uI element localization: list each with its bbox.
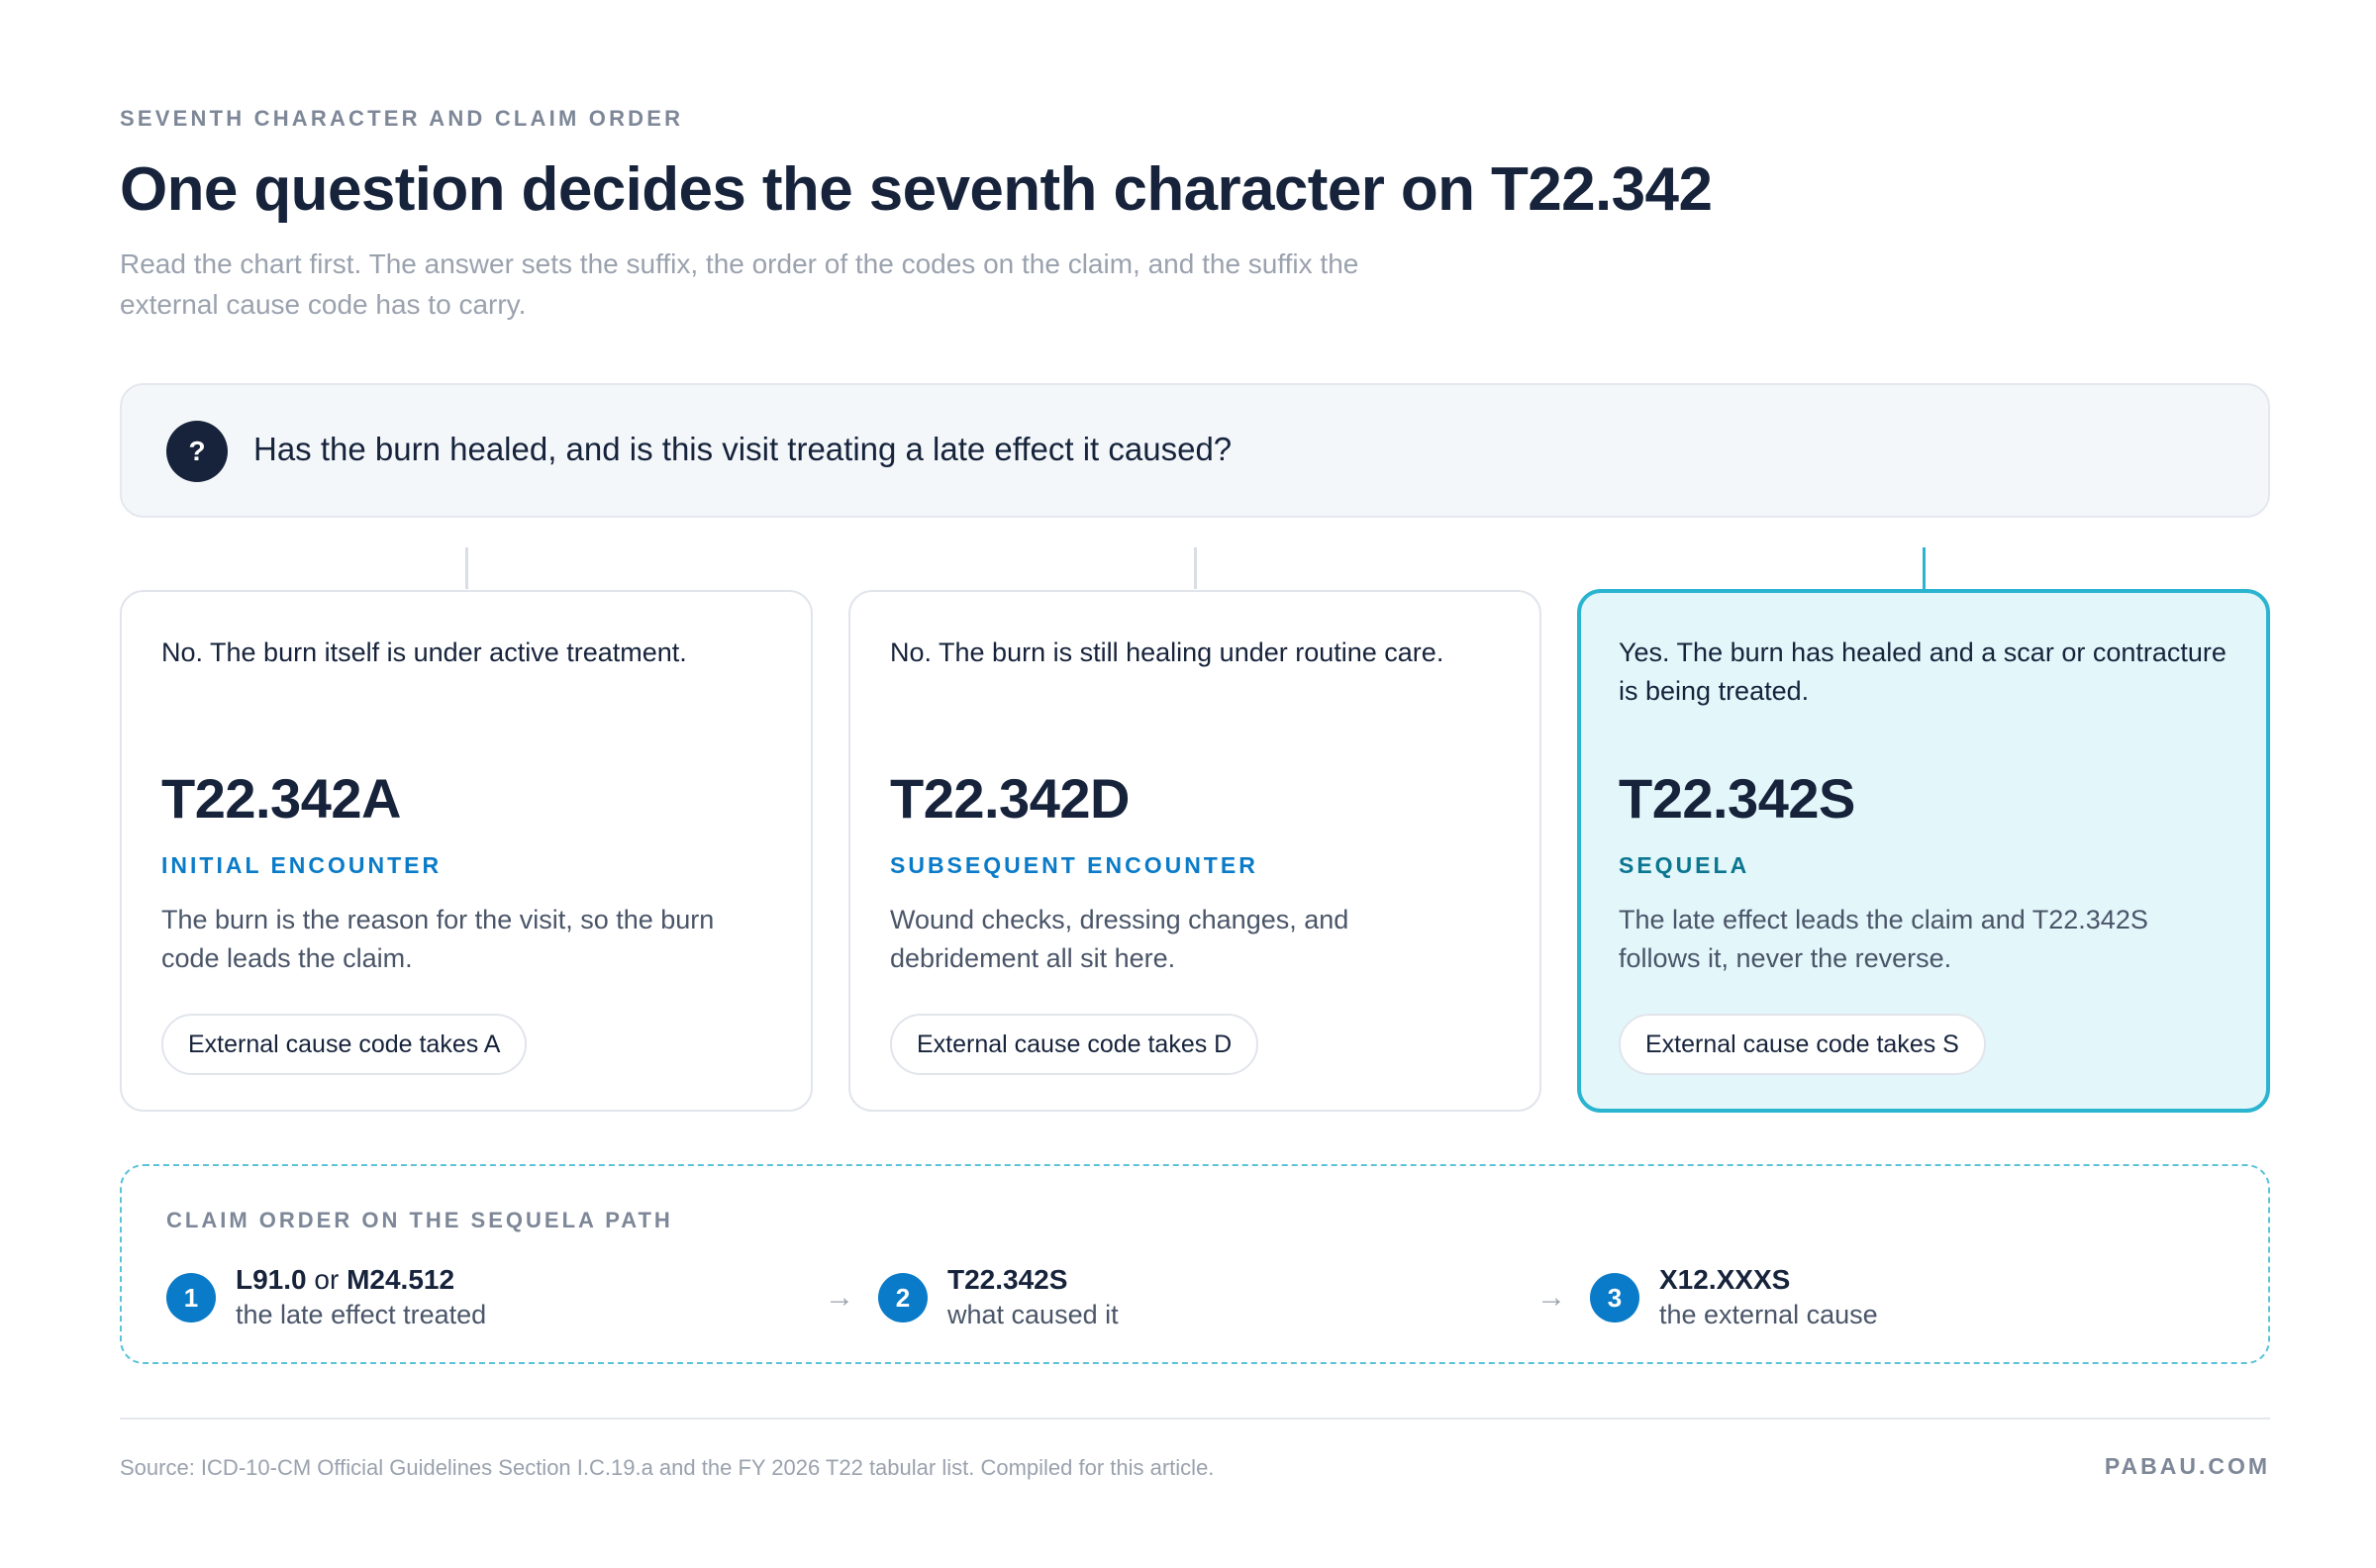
footer-divider bbox=[120, 1418, 2270, 1420]
connector-line-initial bbox=[465, 547, 468, 589]
step-connector-word: or bbox=[314, 1264, 340, 1295]
step-code: X12.XXXS bbox=[1659, 1264, 1791, 1295]
eyebrow-label: SEVENTH CHARACTER AND CLAIM ORDER bbox=[120, 106, 684, 131]
card-description: Wound checks, dressing changes, and debr… bbox=[890, 905, 1349, 973]
card-initial-encounter: No. The burn itself is under active trea… bbox=[120, 590, 813, 1112]
card-label: SEQUELA bbox=[1619, 852, 1750, 878]
card-sequela: Yes. The burn has healed and a scar or c… bbox=[1577, 589, 2270, 1113]
step-number-badge: 2 bbox=[878, 1273, 928, 1323]
card-condition: No. The burn is still healing under rout… bbox=[890, 637, 1444, 667]
claim-order-title: CLAIM ORDER ON THE SEQUELA PATH bbox=[166, 1208, 673, 1232]
connector-line-subsequent bbox=[1194, 547, 1197, 589]
step-code: T22.342S bbox=[947, 1264, 1068, 1295]
step-caption: the external cause bbox=[1659, 1300, 1878, 1329]
arrow-right-icon: → bbox=[1536, 1281, 1566, 1314]
card-description: The late effect leads the claim and T22.… bbox=[1619, 905, 2148, 973]
claim-order-box: CLAIM ORDER ON THE SEQUELA PATH 1 L91.0 … bbox=[120, 1164, 2270, 1364]
step-codes: X12.XXXS bbox=[1659, 1264, 1790, 1296]
question-text: Has the burn healed, and is this visit t… bbox=[253, 431, 1233, 467]
source-note: Source: ICD-10-CM Official Guidelines Se… bbox=[120, 1455, 1215, 1480]
card-code: T22.342D bbox=[890, 767, 1130, 830]
step-codes: L91.0 or M24.512 bbox=[236, 1264, 454, 1296]
page-subtitle: Read the chart first. The answer sets th… bbox=[120, 248, 1359, 320]
step-codes: T22.342S bbox=[947, 1264, 1067, 1296]
external-cause-chip: External cause code takes D bbox=[890, 1014, 1259, 1075]
brand-logo[interactable]: PABAU.COM bbox=[2104, 1453, 2270, 1479]
step-number-badge: 1 bbox=[166, 1273, 216, 1323]
step-caption: the late effect treated bbox=[236, 1300, 487, 1329]
card-code: T22.342S bbox=[1619, 767, 1855, 830]
arrow-right-icon: → bbox=[825, 1281, 854, 1314]
card-subsequent-encounter: No. The burn is still healing under rout… bbox=[848, 590, 1541, 1112]
card-condition: Yes. The burn has healed and a scar or c… bbox=[1619, 637, 2227, 706]
card-label: SUBSEQUENT ENCOUNTER bbox=[890, 852, 1258, 878]
page-title: One question decides the seventh charact… bbox=[120, 155, 1713, 224]
external-cause-chip: External cause code takes A bbox=[161, 1014, 528, 1075]
step-code: L91.0 bbox=[236, 1264, 307, 1295]
card-code: T22.342A bbox=[161, 767, 401, 830]
card-label: INITIAL ENCOUNTER bbox=[161, 852, 443, 878]
step-code-alt: M24.512 bbox=[346, 1264, 455, 1295]
step-number-badge: 3 bbox=[1590, 1273, 1639, 1323]
card-description: The burn is the reason for the visit, so… bbox=[161, 905, 715, 973]
question-box: ? Has the burn healed, and is this visit… bbox=[120, 383, 2270, 518]
step-caption: what caused it bbox=[947, 1300, 1119, 1329]
external-cause-chip: External cause code takes S bbox=[1619, 1014, 1986, 1075]
question-mark-icon: ? bbox=[166, 421, 228, 482]
card-condition: No. The burn itself is under active trea… bbox=[161, 637, 687, 667]
connector-line-sequela bbox=[1923, 547, 1926, 591]
